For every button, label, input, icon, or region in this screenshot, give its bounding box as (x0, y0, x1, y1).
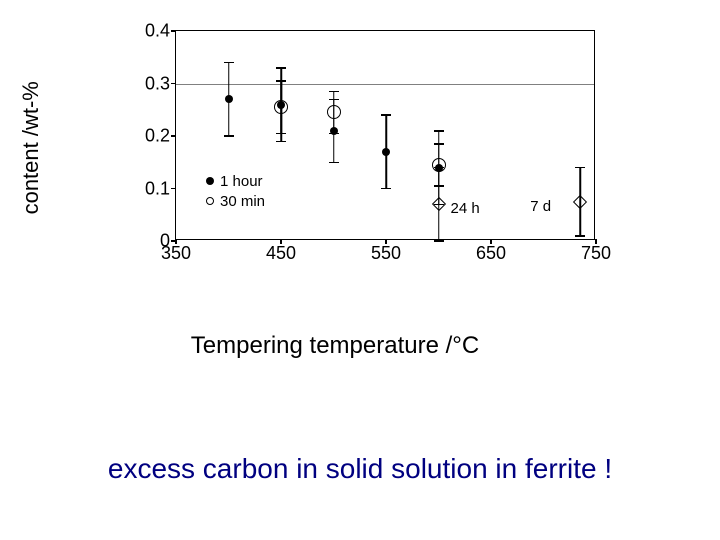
plot-area: 00.10.20.30.435045055065075024 h7 d1 hou… (175, 30, 595, 240)
xtick-mark (280, 239, 282, 244)
caption-text: excess carbon in solid solution in ferri… (108, 453, 612, 485)
legend-label-30min: 30 min (220, 193, 265, 210)
error-cap (434, 167, 444, 169)
error-cap (276, 141, 286, 143)
xtick-mark (595, 239, 597, 244)
error-cap (276, 133, 286, 135)
xtick-mark (175, 239, 177, 244)
legend-row: 30 min (206, 191, 265, 211)
error-cap (329, 133, 339, 135)
error-cap (434, 240, 444, 242)
legend: 1 hour 30 min (206, 171, 265, 211)
marker-open-diamond (431, 197, 445, 211)
error-cap (276, 80, 286, 82)
ytick-mark (171, 188, 176, 190)
ytick-mark (171, 30, 176, 32)
xtick-mark (385, 239, 387, 244)
error-cap (276, 67, 286, 69)
error-cap (575, 235, 585, 237)
annotation-label: 24 h (451, 200, 480, 217)
error-cap (434, 143, 444, 145)
legend-marker-open (206, 197, 214, 205)
legend-marker-filled (206, 177, 214, 185)
error-cap (434, 130, 444, 132)
marker-open-diamond (573, 195, 587, 209)
x-axis-label: Tempering temperature /°C (191, 332, 479, 360)
legend-label-1hour: 1 hour (220, 173, 263, 190)
legend-row: 1 hour (206, 171, 265, 191)
reference-line (176, 84, 594, 85)
marker-filled-circle (225, 95, 233, 103)
error-cap (381, 114, 391, 116)
y-axis-label: Ferrite carbon content /wt-% (0, 60, 70, 260)
error-cap (575, 167, 585, 169)
xtick-mark (490, 239, 492, 244)
error-cap (224, 135, 234, 137)
error-cap (381, 188, 391, 190)
error-cap (329, 91, 339, 93)
marker-open-circle (327, 105, 341, 119)
ylabel-line2: content /wt-% (18, 81, 43, 214)
ytick-mark (171, 135, 176, 137)
marker-open-circle (274, 100, 288, 114)
marker-filled-circle (382, 148, 390, 156)
annotation-label: 7 d (530, 198, 551, 215)
error-cap (224, 62, 234, 64)
chart-wrapper: Ferrite carbon content /wt-% 00.10.20.30… (55, 20, 615, 300)
error-cap (329, 162, 339, 164)
